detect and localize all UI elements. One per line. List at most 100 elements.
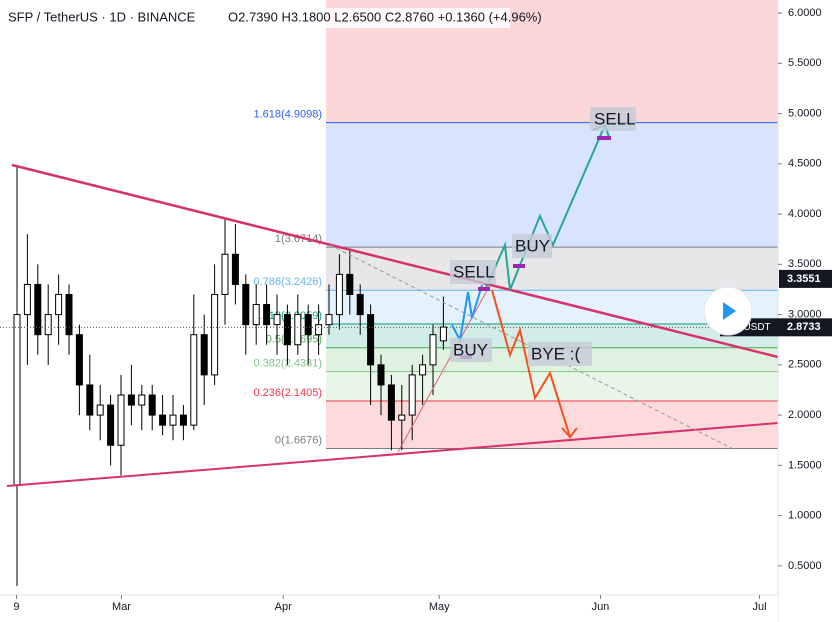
annotation-box — [450, 260, 496, 284]
price-tag — [779, 269, 832, 288]
candle-body — [408, 374, 416, 416]
fib-label: 1(3.6714) — [275, 233, 322, 245]
annotation-box — [512, 234, 552, 258]
fib-zone — [326, 324, 778, 348]
candle-body — [148, 394, 156, 416]
candle-body — [325, 314, 333, 326]
x-tick-label: Jun — [592, 601, 610, 613]
y-tick-label: 5.5000 — [788, 57, 822, 69]
x-tick-label: Mar — [112, 601, 131, 613]
annotation: BUY — [515, 236, 550, 255]
arrow-head — [561, 427, 578, 439]
candle-body — [429, 334, 437, 366]
symbol-tag-label: SFPUSDT — [724, 322, 771, 333]
annotation: SELL — [453, 262, 495, 281]
annotation-box — [528, 342, 592, 366]
price-tag-label: 3.3551 — [787, 273, 821, 285]
candle-body — [107, 404, 115, 446]
y-tick-label: 0.5000 — [788, 560, 822, 572]
candle-body — [200, 334, 208, 376]
candle-body — [335, 273, 343, 316]
price-tag-label: 2.8733 — [787, 321, 821, 333]
fib-label: 0(1.6676) — [275, 434, 322, 446]
x-tick-label: May — [429, 601, 450, 613]
symbol: SFP / TetherUS · 1D · BINANCE — [8, 9, 196, 24]
x-tick-label: Jul — [753, 601, 767, 613]
fib-zone — [326, 122, 778, 248]
candle-body — [315, 324, 323, 336]
annotation-box — [450, 338, 492, 362]
x-tick-label: Apr — [275, 601, 292, 613]
candle-body — [65, 293, 73, 336]
candle-body — [13, 314, 21, 486]
ohlc: O2.7390 H3.1800 L2.6500 C2.8760 +0.1360 … — [228, 9, 542, 24]
candle-body — [169, 414, 177, 426]
candle-body — [283, 314, 291, 346]
y-tick-label: 2.5000 — [788, 359, 822, 371]
candle-body — [242, 283, 250, 326]
y-tick-label: 1.0000 — [788, 510, 822, 522]
candle-body — [367, 314, 375, 366]
blue-arrow — [451, 284, 483, 344]
candle-body — [252, 304, 260, 326]
annotation: BYE :( — [531, 344, 580, 363]
x-tick-label: 9 — [13, 601, 19, 613]
candle-body — [221, 253, 229, 295]
candle-body — [190, 334, 198, 426]
candle-body — [179, 414, 187, 426]
candle-body — [159, 414, 167, 426]
candle-body — [23, 283, 31, 316]
annotation-box — [590, 107, 636, 131]
red-arrow — [491, 289, 571, 438]
fib-label: 0.5(2.6695) — [266, 334, 322, 346]
candle-body — [96, 404, 104, 416]
candle-body — [55, 293, 63, 316]
candle-body — [211, 293, 219, 376]
candle-body — [44, 314, 52, 336]
y-tick-label: 4.5000 — [788, 158, 822, 170]
y-tick-label: 3.0000 — [788, 308, 822, 320]
candle-body — [75, 334, 83, 386]
y-tick-label: 3.5000 — [788, 258, 822, 270]
candle-body — [304, 314, 312, 336]
marker — [597, 136, 611, 140]
drawings — [6, 123, 779, 487]
y-tick-label: 4.0000 — [788, 208, 822, 220]
annotation: SELL — [594, 109, 636, 128]
candle-body — [138, 394, 146, 406]
fib-zone — [326, 290, 778, 325]
candle-body — [127, 394, 135, 406]
y-tick-label: 5.0000 — [788, 107, 822, 119]
time-axis — [0, 595, 778, 622]
marker — [478, 287, 490, 291]
candle-body — [263, 304, 271, 326]
marker — [513, 264, 525, 268]
candle-body — [356, 293, 364, 316]
trend-line — [6, 422, 779, 487]
candle-body — [419, 364, 427, 376]
candle-body — [377, 364, 385, 386]
candle-body — [346, 273, 354, 295]
fib-label: 1.618(4.9098) — [254, 109, 323, 121]
candle-body — [231, 253, 239, 285]
y-tick-label: 1.5000 — [788, 459, 822, 471]
price-axis — [778, 0, 832, 622]
header-bg — [0, 8, 510, 28]
fib-label: 0.786(3.2426) — [254, 276, 323, 288]
candle-body — [439, 326, 447, 342]
y-tick-label: 2.0000 — [788, 409, 822, 421]
thin-line — [397, 284, 491, 453]
candle-body — [387, 384, 395, 421]
play-icon — [723, 302, 736, 320]
candle-body — [398, 414, 406, 421]
candle-body — [117, 394, 125, 446]
candle-body — [86, 384, 94, 416]
candle-body — [294, 314, 302, 346]
fib-label: 0.236(2.1405) — [254, 387, 323, 399]
annotations: SELL BUY SELL BUY BYE :( — [450, 107, 636, 366]
annotation: BUY — [453, 340, 488, 359]
trend-line — [11, 163, 779, 359]
y-tick-label: 6.0000 — [788, 7, 822, 19]
candle-body — [273, 314, 281, 326]
